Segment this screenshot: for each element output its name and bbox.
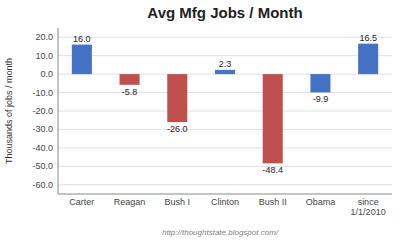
title: Avg Mfg Jobs / Month [147,4,302,21]
grid-line [58,129,392,130]
y-tick-label: -60.0 [32,180,53,190]
bar [263,74,283,163]
y-tick-label: -40.0 [32,143,53,153]
y-tick-label: -30.0 [32,124,53,134]
bar [167,74,187,122]
y-tick-label: -20.0 [32,106,53,116]
grid-line [58,55,392,56]
y-tick-label: 10.0 [35,51,53,61]
data-label: 2.3 [219,59,232,69]
chart: -60.0 -50.0 -40.0 -30.0 -20.0 -10.0 0.0 10.0 20.… [0,0,400,240]
x-tick-label: since1/1/2010 [351,197,386,217]
x-axis-line [58,194,392,195]
bar [358,44,378,74]
x-tick-label: Reagan [114,197,146,207]
data-label: 16.0 [73,34,91,44]
grid-line [58,37,392,38]
data-label: -5.8 [122,87,138,97]
y-tick-label: -10.0 [32,88,53,98]
data-label: -48.4 [262,165,283,175]
bar [310,74,330,92]
grid-line [58,184,392,185]
bars [72,44,378,164]
x-tick-label: Clinton [211,197,239,207]
y-axis-line [58,28,59,194]
grid-line [58,147,392,148]
x-tick-label: Bush I [165,197,191,207]
bar [215,70,235,74]
data-label: 16.5 [359,33,377,43]
bar [120,74,140,85]
annotation: http://thoughtstate.blogspot.com/ [162,228,279,237]
y-tick-label: 20.0 [35,32,53,42]
x-tick-label: Obama [306,197,336,207]
bar [72,45,92,75]
data-label: -9.9 [313,94,329,104]
y-tick-label: 0.0 [40,69,53,79]
x-tick-label: Carter [69,197,94,207]
x-tick-label: Bush II [259,197,287,207]
y-tick-label: -50.0 [32,161,53,171]
grid-line [58,111,392,112]
y-axis-label: Thousands of jobs / month [4,58,14,164]
grid-line [58,92,392,93]
grid-line [58,166,392,167]
data-label: -26.0 [167,124,188,134]
